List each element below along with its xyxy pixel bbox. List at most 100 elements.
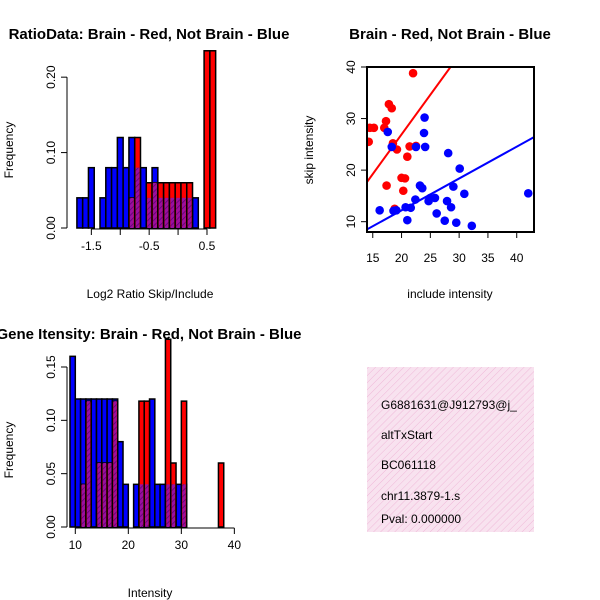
scatter-red-point — [398, 186, 408, 196]
intensity-histogram-x-tick-label: 20 — [122, 538, 136, 552]
scatter-red-point — [400, 174, 410, 183]
scatter-red-point — [381, 116, 391, 126]
scatter-x-tick-label: 25 — [424, 251, 438, 265]
scatter-blue-point — [420, 142, 430, 152]
scatter-blue-point — [406, 203, 416, 213]
scatter-blue-point — [446, 202, 456, 212]
intensity-histogram-overlap-bar — [182, 484, 186, 527]
scatter-y-tick-label: 10 — [344, 215, 358, 229]
intensity-histogram-ylabel: Frequency — [2, 422, 16, 479]
scatter-x-tick-label: 40 — [510, 251, 524, 265]
ratio-histogram-blue-bar — [139, 166, 148, 229]
intensity-scatter-panel: Brain - Red, Not Brain - Blue 15 20 25 30 35… — [302, 26, 551, 301]
ratio-histogram-x-tick-label: -1.5 — [81, 239, 102, 253]
ratio-histogram-xlabel: Log2 Ratio Skip/Include — [87, 287, 214, 301]
info-panel-background — [367, 367, 534, 532]
intensity-histogram-title: Gene Itensity: Brain - Red, Not Brain - … — [0, 326, 302, 343]
ratio-histogram-blue-bar — [81, 197, 90, 229]
intensity-histogram-y-tick-label: 0.10 — [44, 408, 58, 432]
info-pval: Pval: 0.000000 — [381, 512, 461, 526]
ratio-histogram-bars — [76, 50, 217, 229]
ratio-histogram-ylabel: Frequency — [2, 122, 16, 179]
ratio-histogram-red-bar — [209, 50, 217, 229]
scatter-blue-point — [432, 209, 441, 218]
intensity-histogram-overlap-bar — [139, 484, 144, 527]
scatter-blue-point — [523, 189, 533, 198]
intensity-histogram-x-tick-label: 40 — [228, 538, 242, 552]
intensity-histogram-overlap-bar — [108, 463, 112, 527]
ratio-histogram-red-bar — [203, 50, 211, 229]
intensity-histogram-overlap-bar — [81, 484, 85, 527]
scatter-blue-point — [451, 218, 461, 228]
intensity-histogram-blue-bar — [122, 483, 130, 528]
scatter-axes: 15 20 25 30 35 40 10 20 30 40 — [344, 60, 524, 265]
ratio-histogram-overlap-bar — [181, 197, 186, 228]
scatter-frame — [366, 66, 535, 233]
ratio-histogram-blue-bar — [122, 166, 130, 229]
scatter-blue-point — [467, 221, 477, 231]
intensity-histogram-x-tick-label: 10 — [69, 538, 83, 552]
scatter-y-tick-label: 20 — [344, 163, 358, 177]
scatter-blue-point — [411, 195, 420, 204]
scatter-blue-point — [417, 183, 427, 193]
ratio-histogram-axes: -1.5 -0.5 0.5 0.00 0.10 0.20 — [44, 65, 216, 253]
intensity-histogram-overlap-bar — [102, 463, 107, 527]
ratio-histogram-panel: RatioData: Brain - Red, Not Brain - Blue… — [2, 26, 289, 301]
ratio-histogram-x-tick-label: -0.5 — [139, 239, 160, 253]
scatter-red-point — [408, 68, 418, 78]
ratio-histogram-y-tick-label: 0.00 — [44, 216, 58, 240]
info-panel: G6881631@J912793@j_ altTxStart BC061118 … — [367, 367, 534, 532]
scatter-blue-point — [449, 182, 458, 191]
scatter-x-tick-label: 20 — [395, 251, 409, 265]
scatter-red-point — [403, 152, 412, 162]
intensity-histogram-y-tick-label: 0.15 — [44, 355, 58, 379]
intensity-histogram-blue-bar — [148, 398, 156, 528]
intensity-histogram-blue-bar — [74, 398, 82, 528]
intensity-histogram-overlap-bar — [86, 401, 91, 527]
ratio-histogram-overlap-bar — [176, 197, 180, 228]
ratio-histogram-overlap-bar — [153, 182, 157, 228]
scatter-blue-point — [419, 128, 429, 138]
intensity-histogram-overlap-bar — [97, 463, 101, 527]
scatter-blue-point — [460, 189, 469, 199]
scatter-xlabel: include intensity — [407, 287, 492, 301]
ratio-histogram-overlap-bar — [129, 197, 134, 228]
scatter-y-tick-label: 40 — [344, 60, 358, 74]
scatter-x-tick-label: 35 — [481, 251, 495, 265]
scatter-red-point — [405, 142, 414, 151]
intensity-histogram-blue-bar — [69, 355, 77, 528]
ratio-histogram-x-tick-label: 0.5 — [199, 239, 216, 253]
intensity-histogram-blue-bar — [159, 483, 167, 528]
info-event-type: altTxStart — [381, 428, 433, 442]
intensity-histogram-panel: Gene Itensity: Brain - Red, Not Brain - … — [0, 326, 302, 600]
intensity-histogram-y-tick-label: 0.05 — [44, 462, 58, 486]
intensity-histogram-overlap-bar — [113, 401, 117, 527]
intensity-histogram-overlap-bar — [171, 484, 176, 527]
intensity-histogram-xlabel: Intensity — [128, 586, 173, 600]
intensity-histogram-bars — [69, 338, 225, 528]
scatter-blue-point — [375, 206, 384, 215]
scatter-x-tick-label: 30 — [452, 251, 466, 265]
scatter-blue-point — [387, 142, 397, 152]
scatter-blue-point — [443, 148, 453, 158]
scatter-blue-point — [430, 193, 440, 203]
scatter-title: Brain - Red, Not Brain - Blue — [349, 26, 551, 43]
scatter-blue-point — [403, 215, 412, 225]
scatter-blue-point — [420, 113, 429, 122]
scatter-x-tick-label: 15 — [366, 251, 380, 265]
ratio-histogram-blue-bar — [110, 166, 119, 229]
ratio-histogram-overlap-bar — [187, 197, 192, 228]
intensity-histogram-blue-bar — [154, 483, 161, 528]
ratio-histogram-blue-bar — [87, 166, 95, 229]
scatter-plot-area — [367, 67, 534, 231]
ratio-histogram-overlap-bar — [164, 197, 169, 228]
scatter-red-point — [387, 103, 397, 113]
intensity-histogram-blue-bar — [90, 398, 98, 528]
ratio-histogram-overlap-bar — [147, 197, 152, 228]
ratio-histogram-title: RatioData: Brain - Red, Not Brain - Blue — [9, 26, 290, 43]
scatter-y-tick-label: 30 — [344, 112, 358, 126]
scatter-red-point — [367, 137, 374, 147]
scatter-blue-point — [442, 196, 452, 206]
info-location: chr11.3879-1.s — [381, 489, 460, 503]
